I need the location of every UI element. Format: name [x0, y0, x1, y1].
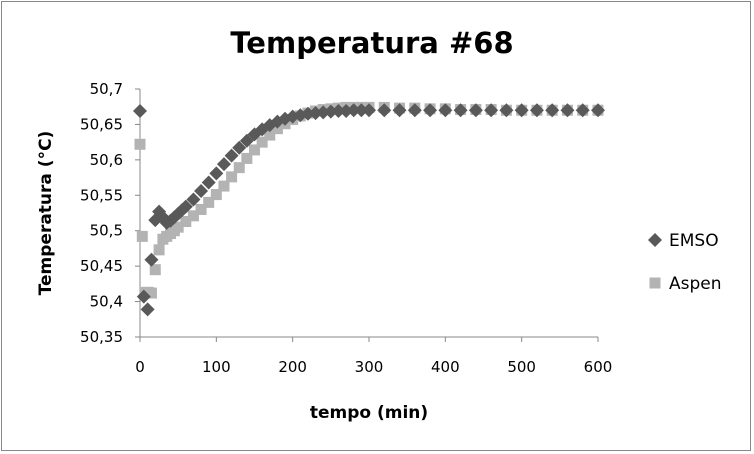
y-axis-title: Temperatura (°C)	[36, 131, 56, 296]
emso-point	[201, 175, 216, 190]
x-tick-label: 300	[355, 358, 384, 376]
x-tick-label: 600	[584, 358, 613, 376]
emso-point	[178, 199, 193, 214]
emso-point	[392, 103, 407, 118]
emso-point	[140, 302, 155, 317]
series-aspen	[134, 101, 604, 299]
emso-point	[136, 289, 151, 304]
emso-point	[224, 148, 239, 163]
emso-point	[575, 103, 590, 118]
aspen-point	[203, 196, 215, 208]
y-tick-label: 50,45	[80, 257, 123, 275]
x-tick-label: 500	[507, 358, 536, 376]
emso-point	[591, 103, 605, 118]
aspen-point	[134, 138, 146, 150]
y-tick-label: 50,7	[90, 80, 123, 98]
aspen-point	[264, 129, 276, 141]
aspen-point	[172, 221, 184, 233]
aspen-point	[218, 180, 230, 192]
emso-point	[216, 157, 231, 172]
emso-point	[354, 103, 369, 118]
emso-point	[438, 103, 453, 118]
emso-point	[232, 140, 247, 155]
emso-point	[514, 103, 529, 118]
aspen-point	[226, 171, 238, 183]
x-tick-label: 0	[135, 358, 145, 376]
emso-point	[407, 103, 422, 118]
y-tick-label: 50,65	[80, 115, 123, 133]
aspen-point	[187, 210, 199, 222]
emso-point	[499, 103, 514, 118]
series-emso	[133, 103, 605, 317]
legend-marker-aspen	[649, 277, 661, 289]
plot-area: 50,35 50,4 50,45 50,5 50,55 50,6 50,65 50,7 0 100…	[80, 80, 612, 376]
legend-label: EMSO	[669, 231, 719, 251]
y-tick-label: 50,6	[90, 151, 123, 169]
x-axis-title: tempo (min)	[310, 403, 428, 423]
emso-point	[209, 166, 224, 181]
x-tick-label: 200	[278, 358, 307, 376]
aspen-point	[241, 152, 253, 164]
aspen-point	[153, 244, 165, 256]
y-tick-label: 50,35	[80, 328, 123, 346]
emso-point	[560, 103, 575, 118]
emso-point	[346, 103, 361, 118]
emso-point	[133, 103, 147, 118]
aspen-point	[136, 230, 148, 242]
emso-point	[468, 103, 483, 118]
legend-item-emso: EMSO	[648, 231, 719, 251]
aspen-point	[256, 136, 268, 148]
aspen-point	[195, 203, 207, 215]
emso-point	[362, 103, 376, 118]
emso-point	[545, 103, 560, 118]
y-tick-label: 50,5	[90, 222, 123, 240]
emso-point	[453, 103, 468, 118]
y-tick-label: 50,55	[80, 186, 123, 204]
y-tick-label: 50,4	[90, 293, 123, 311]
emso-point	[144, 252, 159, 267]
emso-point	[194, 184, 209, 199]
x-tick-label: 400	[431, 358, 460, 376]
aspen-point	[210, 189, 222, 201]
emso-point	[423, 103, 438, 118]
legend-item-aspen: Aspen	[649, 274, 722, 294]
aspen-point	[145, 287, 157, 299]
aspen-point	[149, 264, 161, 276]
emso-point	[186, 192, 201, 207]
legend: EMSO Aspen	[648, 231, 722, 294]
aspen-point	[271, 123, 283, 135]
emso-point	[529, 103, 544, 118]
emso-point	[331, 103, 346, 118]
emso-point	[377, 103, 392, 118]
legend-label: Aspen	[669, 274, 722, 294]
chart-title: Temperatura #68	[230, 26, 513, 60]
legend-marker-emso	[648, 233, 662, 247]
emso-point	[484, 103, 499, 118]
x-tick-label: 100	[202, 358, 231, 376]
aspen-point	[233, 162, 245, 174]
emso-point	[239, 133, 254, 148]
aspen-point	[180, 216, 192, 228]
aspen-point	[249, 144, 260, 156]
